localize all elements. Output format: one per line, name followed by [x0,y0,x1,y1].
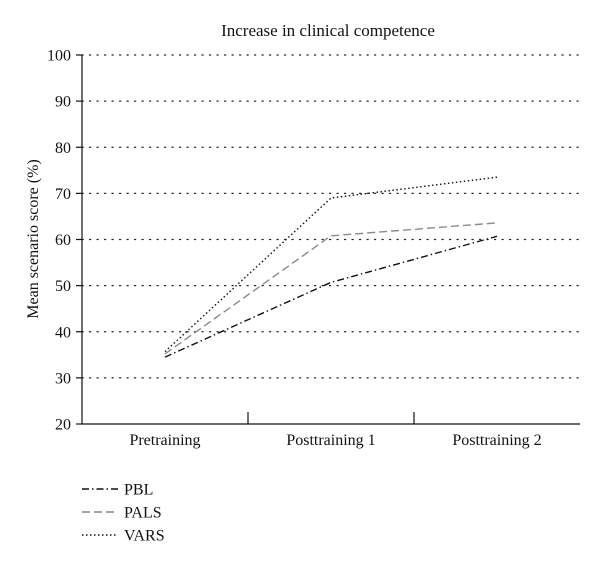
axes [76,54,580,425]
y-tick-label: 100 [47,48,71,65]
y-tick-label: 20 [55,417,71,434]
y-tick-label: 60 [55,232,71,249]
chart-title: Increase in clinical competence [221,21,435,40]
series-line-pals [164,222,498,355]
legend: PBL PALS VARS [82,482,165,545]
x-tick-label: Pretraining [129,432,200,449]
y-axis-label: Mean scenario score (%) [25,159,42,318]
y-tick-label: 90 [55,94,71,111]
y-tick-label: 50 [55,278,71,295]
x-tick-label: Posttraining 1 [286,432,375,449]
x-tick-labels: Pretraining Posttraining 1 Posttraining 2 [129,432,541,449]
y-tick-label: 30 [55,370,71,387]
legend-label-pbl: PBL [124,482,153,499]
gridlines [81,54,581,379]
series-line-vars [164,176,498,353]
series-line-pbl [164,235,498,358]
legend-label-vars: VARS [124,528,165,545]
y-tick-label: 70 [55,186,71,203]
y-tick-labels: 20 30 40 50 60 70 80 90 100 [47,48,71,434]
series-lines [164,176,498,358]
y-tick-label: 40 [55,324,71,341]
x-tick-label: Posttraining 2 [452,432,541,449]
legend-label-pals: PALS [124,505,162,522]
y-tick-label: 80 [55,140,71,157]
